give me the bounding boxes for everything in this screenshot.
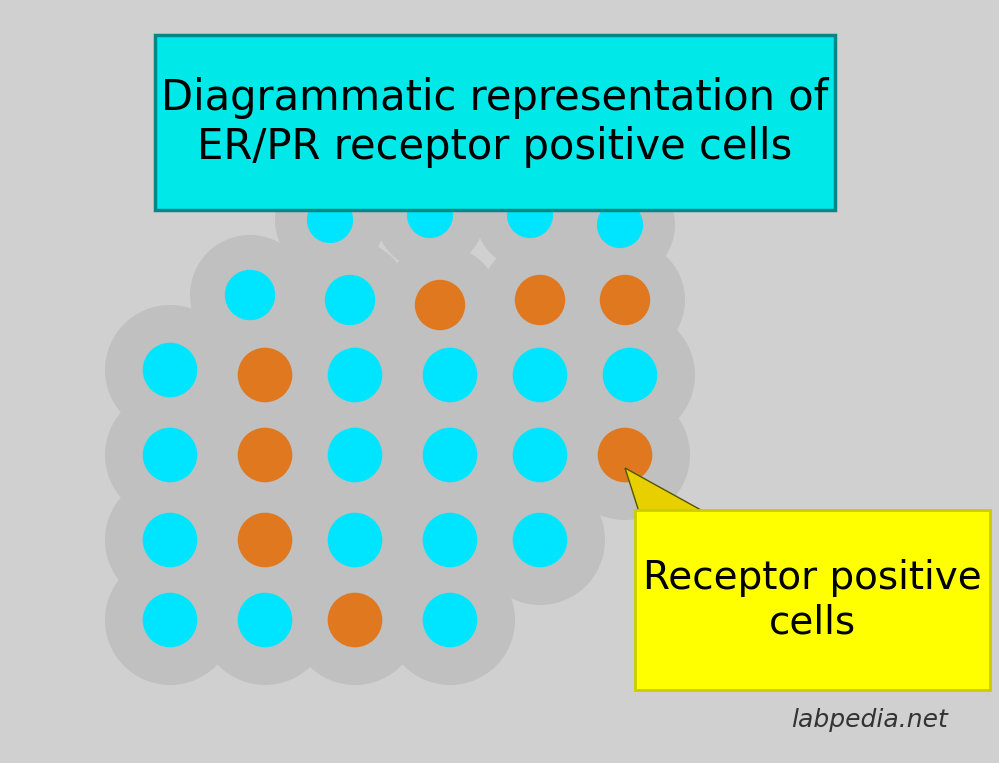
Circle shape xyxy=(512,428,567,482)
Circle shape xyxy=(385,555,515,685)
Circle shape xyxy=(328,513,383,568)
Circle shape xyxy=(407,192,454,238)
Circle shape xyxy=(385,310,515,440)
Circle shape xyxy=(143,593,197,647)
FancyBboxPatch shape xyxy=(155,35,835,210)
Circle shape xyxy=(238,348,293,402)
Circle shape xyxy=(385,390,515,520)
Circle shape xyxy=(290,475,420,605)
Circle shape xyxy=(143,343,197,398)
Circle shape xyxy=(506,192,553,238)
Circle shape xyxy=(275,165,385,275)
Polygon shape xyxy=(625,468,710,515)
Circle shape xyxy=(380,245,500,365)
Circle shape xyxy=(290,240,410,360)
Circle shape xyxy=(597,428,652,482)
Circle shape xyxy=(143,428,197,482)
Circle shape xyxy=(225,270,275,320)
Circle shape xyxy=(475,390,605,520)
Circle shape xyxy=(307,197,353,243)
Circle shape xyxy=(238,428,293,482)
Circle shape xyxy=(423,513,478,568)
Circle shape xyxy=(423,593,478,647)
Circle shape xyxy=(238,513,293,568)
Circle shape xyxy=(290,310,420,440)
Text: labpedia.net: labpedia.net xyxy=(791,708,948,732)
Circle shape xyxy=(105,555,235,685)
Text: Receptor positive
cells: Receptor positive cells xyxy=(643,559,982,641)
Circle shape xyxy=(565,310,695,440)
Circle shape xyxy=(599,275,650,325)
Circle shape xyxy=(200,555,330,685)
Circle shape xyxy=(325,275,376,325)
Circle shape xyxy=(596,202,643,248)
Circle shape xyxy=(475,475,605,605)
Circle shape xyxy=(423,348,478,402)
Circle shape xyxy=(143,513,197,568)
Circle shape xyxy=(328,348,383,402)
Circle shape xyxy=(514,275,565,325)
Circle shape xyxy=(105,475,235,605)
Circle shape xyxy=(560,390,690,520)
Circle shape xyxy=(328,593,383,647)
Circle shape xyxy=(238,593,293,647)
Circle shape xyxy=(475,160,585,270)
FancyBboxPatch shape xyxy=(635,510,990,690)
Text: Diagrammatic representation of
ER/PR receptor positive cells: Diagrammatic representation of ER/PR rec… xyxy=(161,77,829,168)
Circle shape xyxy=(423,428,478,482)
Circle shape xyxy=(200,390,330,520)
Circle shape xyxy=(200,310,330,440)
Circle shape xyxy=(190,235,310,355)
Circle shape xyxy=(105,305,235,435)
Circle shape xyxy=(512,348,567,402)
Circle shape xyxy=(105,390,235,520)
Circle shape xyxy=(565,170,675,280)
Circle shape xyxy=(475,310,605,440)
Circle shape xyxy=(290,555,420,685)
Circle shape xyxy=(385,475,515,605)
Circle shape xyxy=(565,240,685,360)
Circle shape xyxy=(480,240,600,360)
Circle shape xyxy=(200,475,330,605)
Circle shape xyxy=(375,160,485,270)
Circle shape xyxy=(328,428,383,482)
Circle shape xyxy=(415,280,466,330)
Circle shape xyxy=(602,348,657,402)
Circle shape xyxy=(512,513,567,568)
Circle shape xyxy=(290,390,420,520)
